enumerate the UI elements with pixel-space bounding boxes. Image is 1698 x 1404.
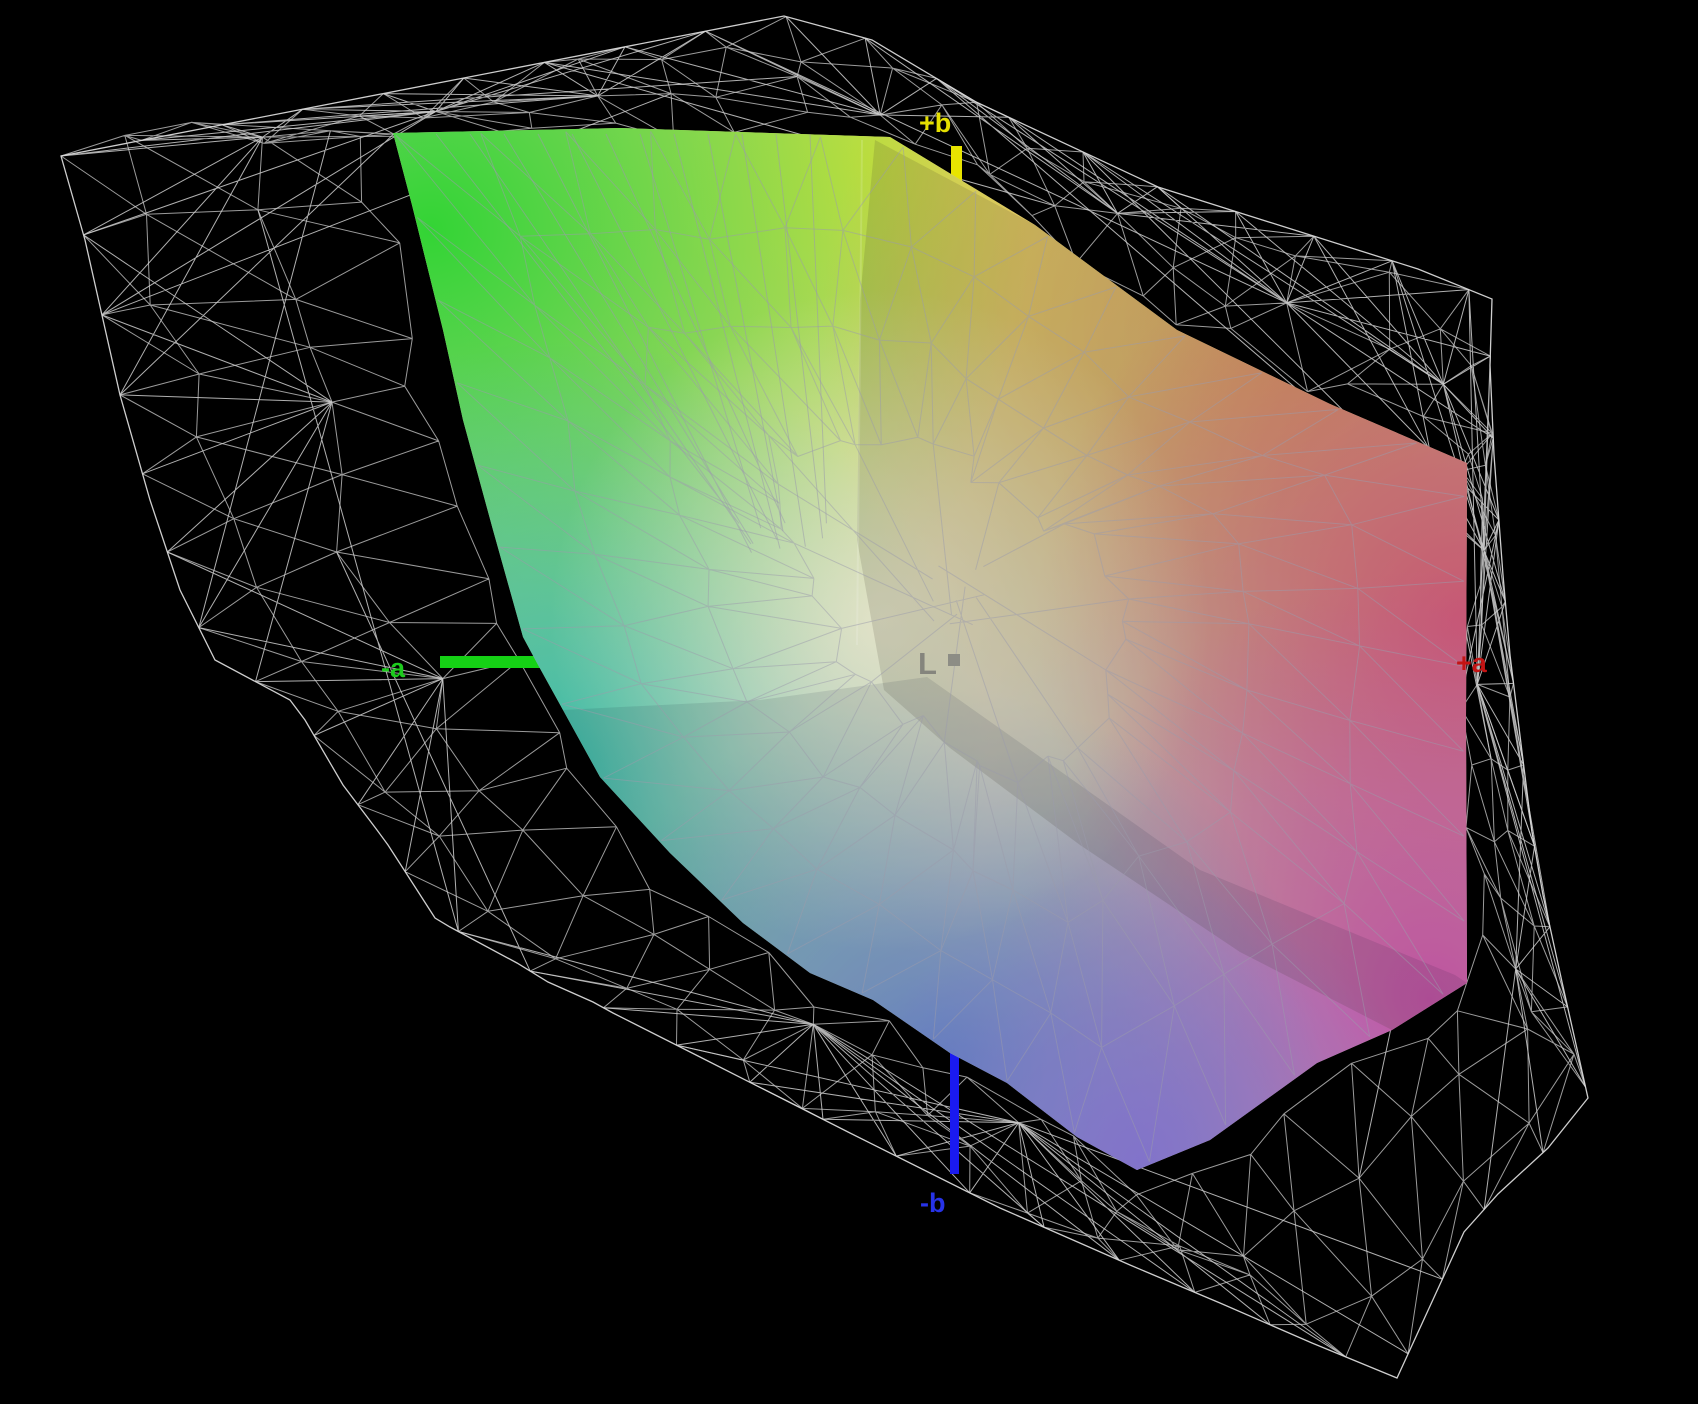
axis-label-b-pos: +b	[919, 108, 952, 138]
wireframe-gamut-mesh	[60, 15, 1589, 1379]
axis-bars	[440, 146, 962, 1174]
gamut-bottom-face-shading	[563, 677, 1467, 1170]
axis-label-a-neg: -a	[381, 653, 406, 683]
a-neg-axis-bar	[440, 656, 560, 668]
surface-wireframe-overlay	[395, 131, 1465, 1162]
b-neg-axis-bar	[950, 1038, 959, 1174]
axis-label-b-neg: -b	[920, 1188, 946, 1218]
axis-label-lightness: L	[918, 646, 937, 681]
gamut-solid	[393, 128, 1467, 1170]
b-pos-axis-bar	[951, 146, 962, 184]
axis-label-a-pos: +a	[1456, 648, 1487, 678]
l-axis-marker-square	[948, 654, 960, 666]
